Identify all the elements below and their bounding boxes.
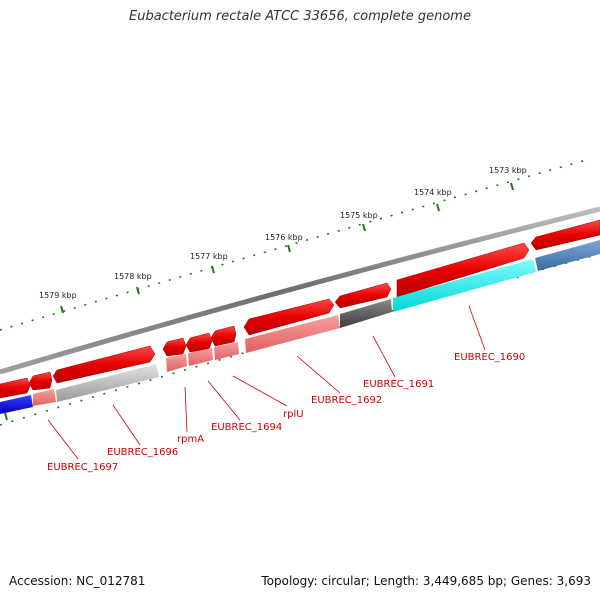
kbp-label-1578: 1578 kbp [114,272,152,281]
gene-arrow [396,242,530,298]
segment-blue [0,395,33,414]
gene-arrow [52,345,156,384]
segment-pink [245,315,340,353]
kbp-label-1576: 1576 kbp [265,233,303,242]
gene-label-eubrec-1691: EUBREC_1691 [363,379,434,390]
gene-arrow [243,298,335,336]
gene-labels: EUBREC_1690 EUBREC_1691 EUBREC_1692 rplU… [47,352,525,473]
gene-label-eubrec-1696: EUBREC_1696 [107,447,178,458]
segment-pink [33,389,56,406]
gene-arrow [530,219,600,251]
map-title: Eubacterium rectale ATCC 33656, complete… [129,9,471,24]
reverse-track [0,240,600,414]
kbp-label-1573: 1573 kbp [489,166,527,175]
topology-text: Topology: circular; Length: 3,449,685 bp… [261,574,591,588]
gene-label-eubrec-1697: EUBREC_1697 [47,462,118,473]
segment-lightgray [56,364,159,402]
gene-label-eubrec-1690: EUBREC_1690 [454,352,525,363]
segment-pink [188,348,213,366]
kbp-label-1575: 1575 kbp [340,211,378,220]
gene-arrow [28,371,53,391]
gene-arrow [210,325,237,347]
kbp-label-1577: 1577 kbp [190,252,228,261]
kbp-label-1579: 1579 kbp [39,291,77,300]
segment-pink [214,342,239,360]
gene-leader-lines [47,305,486,460]
gene-arrow [334,282,392,309]
gene-label-rpma: rpmA [177,434,204,445]
genome-backbone [0,206,600,375]
segment-pink [166,354,187,372]
accession-text: Accession: NC_012781 [9,574,146,588]
gene-label-eubrec-1694: EUBREC_1694 [211,422,282,433]
segment-cyan [393,259,536,312]
gene-arrow [162,337,187,357]
kbp-label-1574: 1574 kbp [414,188,452,197]
gene-label-eubrec-1692: EUBREC_1692 [311,395,382,406]
gene-arrow [0,377,31,399]
scale-ticks [0,159,600,426]
segment-darkgray [340,299,392,328]
forward-genes [0,219,600,399]
segment-steelblue [535,240,600,271]
gene-label-rplu: rplU [283,409,304,420]
kbp-labels: 1573 kbp 1574 kbp 1575 kbp 1576 kbp 1577… [39,166,527,300]
